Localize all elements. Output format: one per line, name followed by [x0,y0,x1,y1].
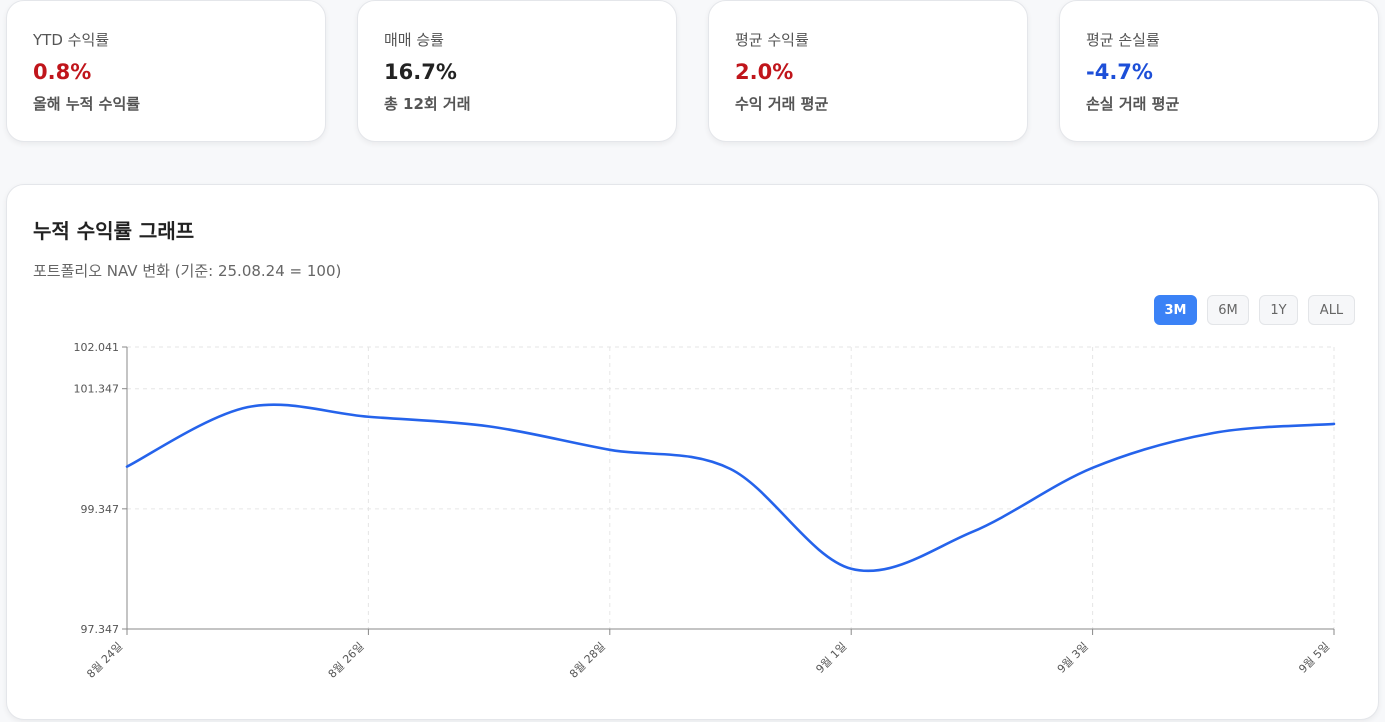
stat-subtitle: 손실 거래 평균 [1086,95,1180,113]
range-button-all[interactable]: ALL [1308,295,1355,325]
nav-line-chart: 97.347 99.347 101.347 102.041 8월 24일 8월 26일 8월… [74,341,1336,681]
stat-value: 0.8% [33,60,92,84]
stat-title: 평균 수익률 [735,31,809,49]
win-rate-card: 매매 승률 16.7% 총 12회 거래 [357,0,677,142]
x-tick-label: 9월 5일 [1296,639,1333,676]
stat-value: 16.7% [384,60,457,84]
ytd-return-card: YTD 수익률 0.8% 올해 누적 수익률 [6,0,326,142]
stat-title: 평균 손실률 [1086,31,1160,49]
stat-value: 2.0% [735,60,794,84]
cumulative-return-chart-card: 누적 수익률 그래프 포트폴리오 NAV 변화 (기준: 25.08.24 = … [6,184,1379,720]
avg-profit-card: 평균 수익률 2.0% 수익 거래 평균 [708,0,1028,142]
stat-title: YTD 수익률 [33,31,110,49]
stat-subtitle: 수익 거래 평균 [735,95,829,113]
stat-value: -4.7% [1086,60,1153,84]
x-tick-label: 9월 1일 [813,639,850,676]
chart-subtitle: 포트폴리오 NAV 변화 (기준: 25.08.24 = 100) [33,262,342,280]
x-tick-label: 8월 26일 [325,639,367,681]
stat-subtitle: 총 12회 거래 [384,95,471,113]
avg-loss-card: 평균 손실률 -4.7% 손실 거래 평균 [1059,0,1379,142]
chart-title: 누적 수익률 그래프 [33,219,195,243]
stat-title: 매매 승률 [384,31,444,49]
y-tick-label: 102.041 [74,341,120,354]
x-tick-label: 8월 28일 [566,639,608,681]
range-button-3m[interactable]: 3M [1154,295,1197,325]
y-tick-label: 97.347 [81,623,120,636]
stat-subtitle: 올해 누적 수익률 [33,95,141,113]
range-button-6m[interactable]: 6M [1207,295,1249,325]
y-tick-label: 101.347 [74,383,120,396]
nav-series-line [125,403,1336,573]
range-button-1y[interactable]: 1Y [1259,295,1298,325]
x-tick-label: 8월 24일 [84,639,126,681]
x-tick-label: 9월 3일 [1054,639,1091,676]
y-tick-label: 99.347 [81,503,120,516]
